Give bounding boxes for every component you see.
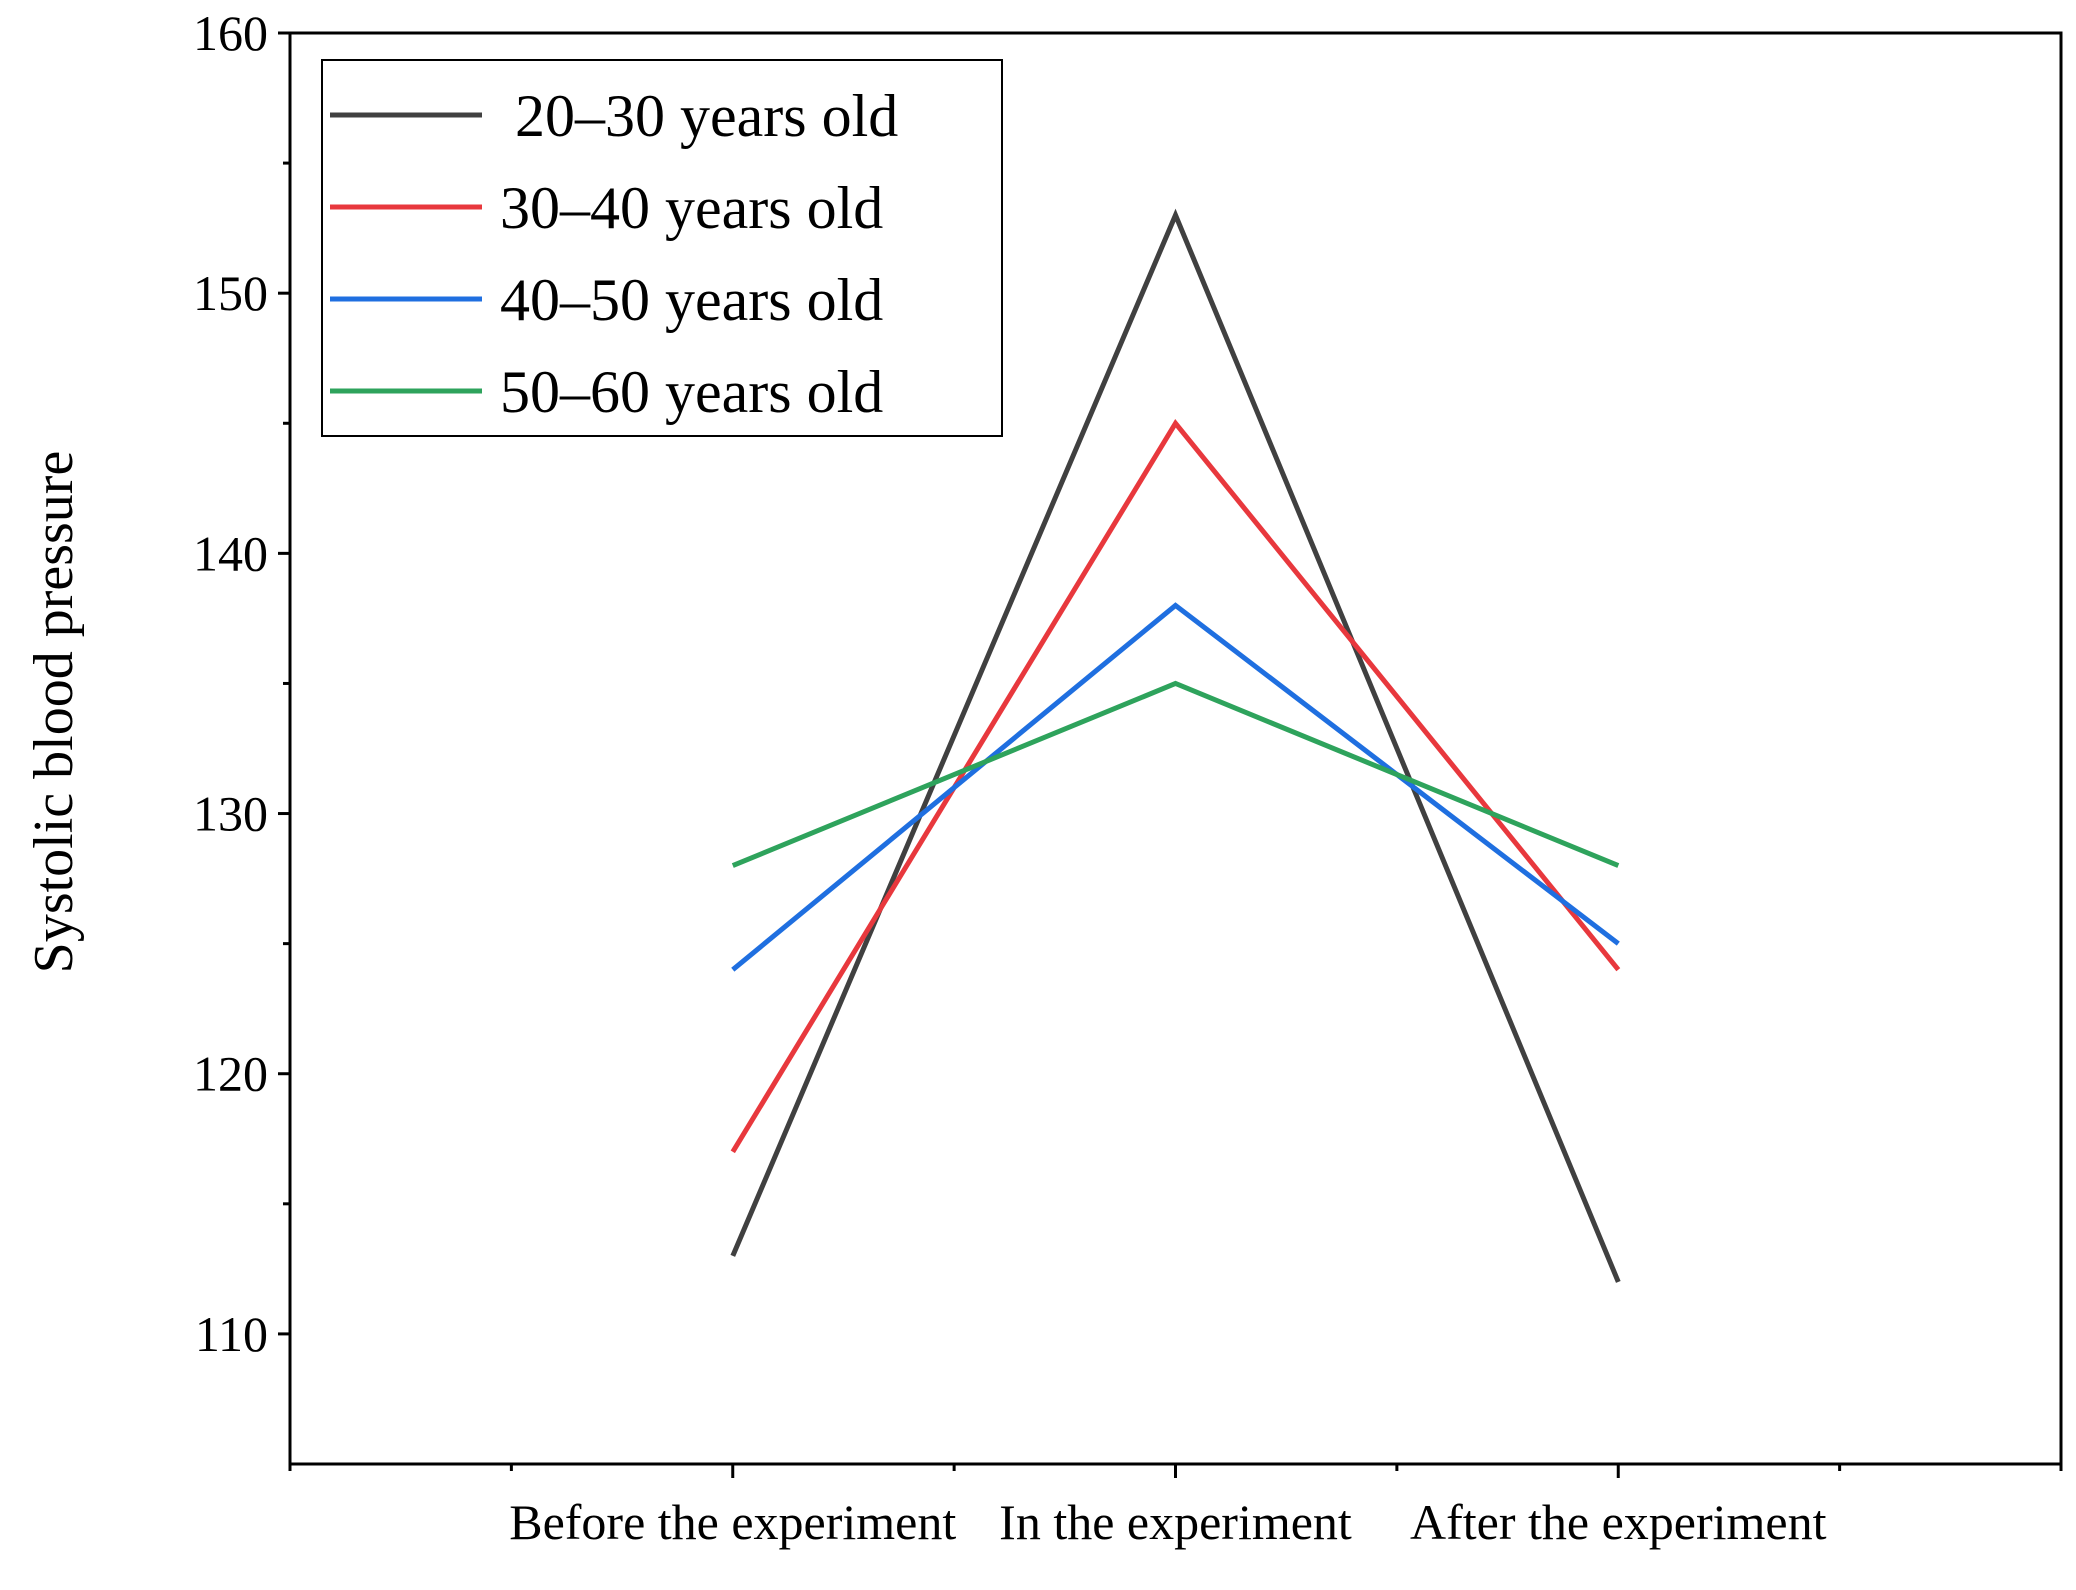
legend-label: 20–30 years old [500,83,898,149]
series-line-4 [731,680,1620,868]
legend-box [321,59,1003,437]
y-tick-label: 110 [195,1306,268,1362]
legend: 20–30 years old 30–40 years old 40–50 year… [321,59,1003,437]
series-line-3 [731,602,1620,972]
y-tick-label: 130 [193,786,268,842]
legend-label: 50–60 years old [500,359,883,425]
series-line-2 [730,418,1621,1154]
y-tick-label: 120 [193,1046,268,1102]
x-tick-label: Before the experiment [509,1494,956,1550]
y-axis-title: Systolic blood pressure [23,451,85,974]
x-tick-label: After the experiment [1410,1494,1827,1550]
series-layer [730,208,1621,1283]
x-tick-label: In the experiment [999,1494,1352,1550]
legend-label: 40–50 years old [500,267,883,333]
x-axis: Before the experiment In the experiment Af… [288,1464,2063,1550]
y-tick-label: 160 [193,5,268,61]
y-tick-label: 150 [193,265,268,321]
y-axis: 110 120 130 140 150 160 [193,5,290,1362]
y-tick-label: 140 [193,525,268,581]
legend-label: 30–40 years old [500,175,883,241]
